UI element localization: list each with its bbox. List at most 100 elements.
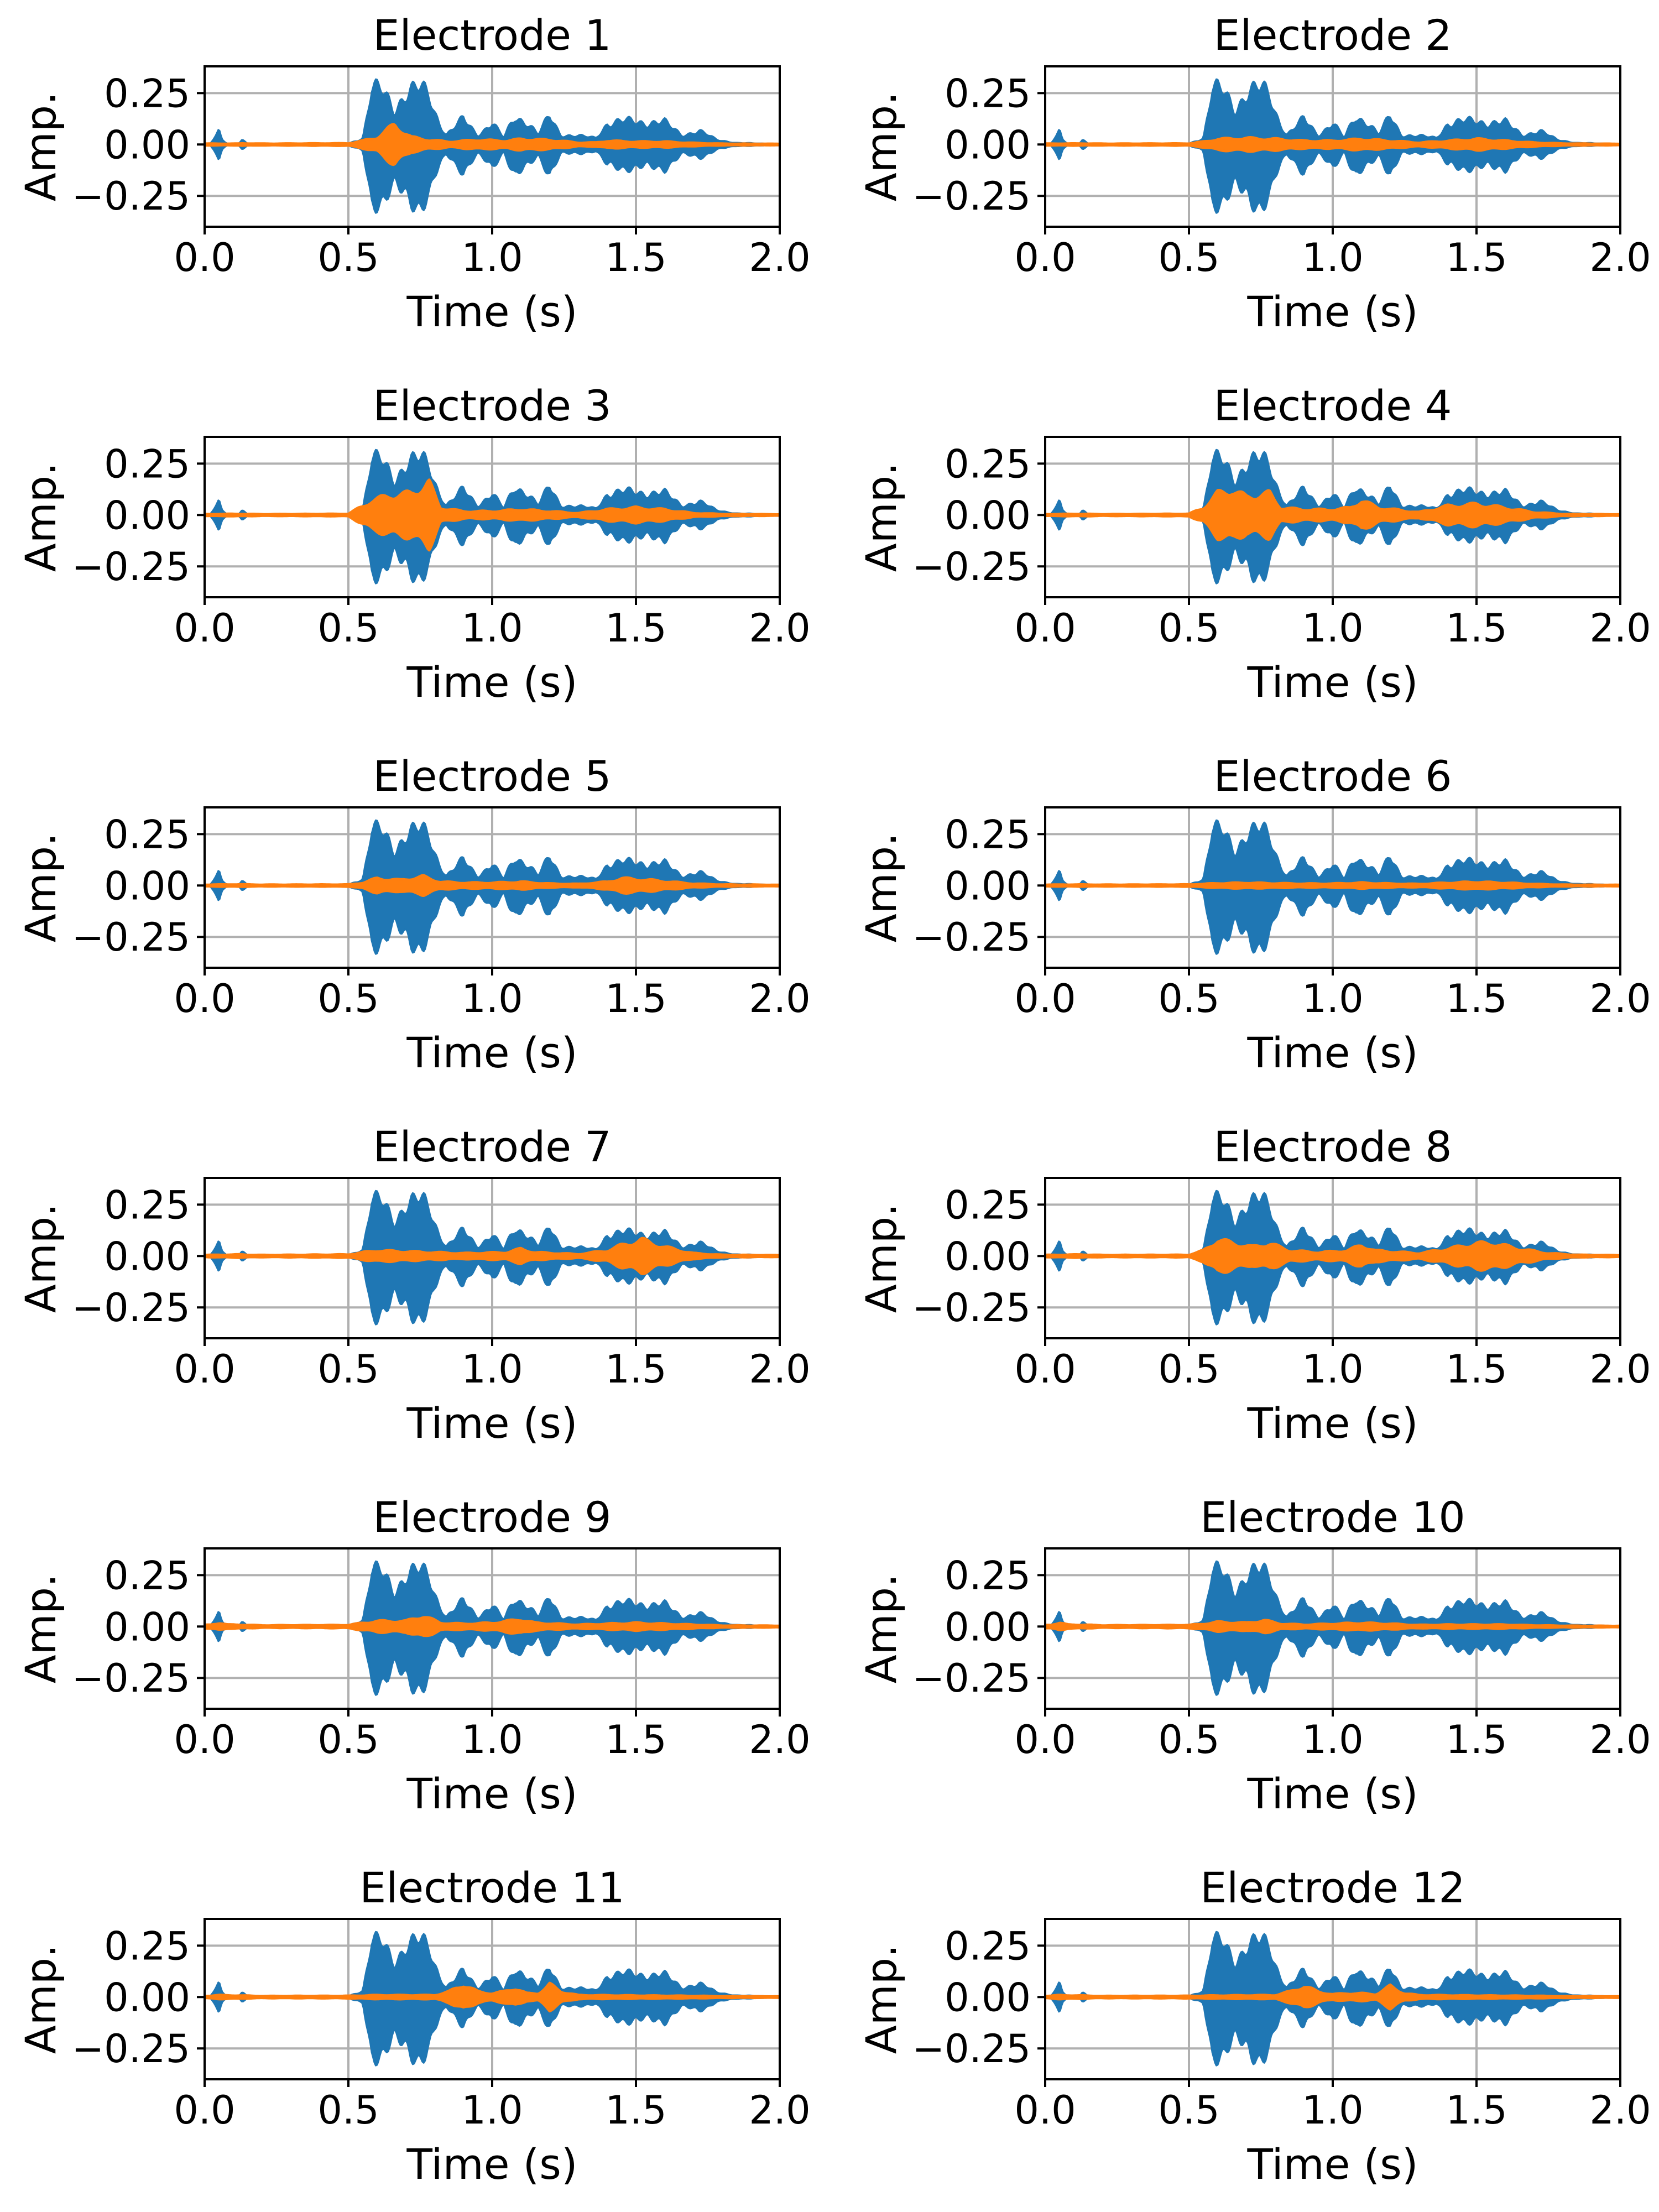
y-tick-label: 0.25 [104,441,190,487]
y-axis-label: Amp. [16,833,65,942]
x-tick-label: 1.0 [1302,1717,1363,1762]
x-tick-label: 0.0 [1014,235,1076,280]
subplot-title: Electrode 1 [373,11,611,60]
x-tick-label: 1.5 [605,976,666,1021]
x-tick-label: 1.0 [461,606,523,651]
x-tick-label: 2.0 [749,606,810,651]
y-tick-label: 0.25 [945,1923,1031,1969]
y-axis-label: Amp. [16,1944,65,2054]
y-axis-label: Amp. [857,92,906,201]
x-tick-label: 0.0 [1014,1347,1076,1392]
x-tick-label: 0.0 [174,235,235,280]
electrode-waveform [205,1237,780,1275]
x-tick-label: 0.5 [1158,1717,1219,1762]
x-tick-label: 1.5 [605,235,666,280]
subplot-6: 0.0 0.5 1.0 1.5 2.0 0.25 0.00 −0.25 Electrode 6 T… [857,752,1651,1077]
electrode-waveform [1045,880,1620,891]
y-tick-label: 0.00 [104,1975,190,2020]
x-tick-label: 0.0 [1014,2088,1076,2133]
y-axis-label: Amp. [16,1203,65,1313]
electrode-waveform [1045,1983,1620,2011]
y-tick-label: 0.25 [945,1553,1031,1598]
x-tick-label: 0.0 [1014,1717,1076,1762]
x-tick-label: 1.5 [1446,606,1507,651]
x-tick-label: 1.5 [1446,2088,1507,2133]
electrode-waveform [205,874,780,897]
y-tick-label: 0.25 [104,71,190,116]
y-tick-label: 0.25 [945,71,1031,116]
x-tick-label: 2.0 [1589,1717,1651,1762]
subplot-9: 0.0 0.5 1.0 1.5 2.0 0.25 0.00 −0.25 Electrode 9 T… [16,1493,811,1818]
x-tick-label: 1.5 [605,2088,666,2133]
x-tick-label: 0.5 [1158,606,1219,651]
y-axis-label: Amp. [16,1574,65,1683]
y-tick-label: 0.00 [945,122,1031,168]
x-tick-label: 2.0 [749,1717,810,1762]
x-tick-label: 1.5 [605,606,666,651]
x-tick-label: 2.0 [749,235,810,280]
y-tick-label: 0.00 [104,493,190,538]
x-tick-label: 2.0 [1589,606,1651,651]
subplot-title: Electrode 9 [373,1493,611,1542]
subplot-title: Electrode 12 [1200,1863,1465,1912]
electrode-waveform [1045,489,1620,541]
subplot-title: Electrode 3 [373,381,611,430]
plot-area [205,78,780,214]
x-tick-label: 1.0 [461,976,523,1021]
plot-area [1045,819,1620,955]
x-tick-label: 0.5 [1158,976,1219,1021]
subplot-12: 0.0 0.5 1.0 1.5 2.0 0.25 0.00 −0.25 Electrode 12… [857,1863,1651,2189]
x-tick-label: 0.5 [317,606,379,651]
x-tick-label: 2.0 [1589,976,1651,1021]
plot-area [205,819,780,955]
y-tick-label: −0.25 [912,544,1031,589]
subplot-1: 0.0 0.5 1.0 1.5 2.0 0.25 0.00 −0.25 Electrode 1 T… [16,11,811,336]
x-axis-label: Time (s) [1246,1028,1418,1077]
x-tick-label: 2.0 [1589,2088,1651,2133]
y-axis-label: Amp. [857,1203,906,1313]
y-tick-label: 0.25 [104,1553,190,1598]
y-tick-label: −0.25 [71,1285,190,1331]
x-axis-label: Time (s) [406,1399,577,1448]
x-tick-label: 1.5 [605,1717,666,1762]
electrode-waveform [205,1981,780,2013]
x-tick-label: 2.0 [1589,235,1651,280]
x-tick-label: 1.5 [605,1347,666,1392]
x-axis-label: Time (s) [1246,2140,1418,2189]
y-tick-label: 0.00 [945,1234,1031,1279]
subplot-title: Electrode 8 [1213,1122,1452,1171]
x-tick-label: 2.0 [1589,1347,1651,1392]
x-tick-label: 1.5 [1446,976,1507,1021]
y-axis-label: Amp. [857,1944,906,2054]
electrode-waveform [205,123,780,166]
x-tick-label: 0.5 [1158,2088,1219,2133]
y-tick-label: 0.00 [104,1604,190,1650]
y-tick-label: −0.25 [912,2026,1031,2072]
y-tick-label: −0.25 [912,1656,1031,1701]
y-axis-label: Amp. [857,462,906,572]
y-tick-label: −0.25 [71,1656,190,1701]
subplot-8: 0.0 0.5 1.0 1.5 2.0 0.25 0.00 −0.25 Electrode 8 T… [857,1122,1651,1448]
x-tick-label: 1.0 [461,2088,523,2133]
x-tick-label: 2.0 [749,976,810,1021]
x-tick-label: 0.0 [174,2088,235,2133]
x-tick-label: 1.0 [1302,976,1363,1021]
y-tick-label: 0.25 [104,812,190,857]
x-axis-label: Time (s) [1246,1769,1418,1818]
plot-area [205,448,780,585]
x-tick-label: 0.0 [1014,976,1076,1021]
y-tick-label: 0.25 [945,441,1031,487]
x-axis-label: Time (s) [406,1028,577,1077]
y-tick-label: −0.25 [71,915,190,960]
x-axis-label: Time (s) [1246,287,1418,336]
x-tick-label: 0.0 [174,976,235,1021]
plot-area [1045,1931,1620,2067]
x-tick-label: 1.0 [1302,1347,1363,1392]
subplot-title: Electrode 7 [373,1122,611,1171]
y-axis-label: Amp. [857,1574,906,1683]
x-axis-label: Time (s) [406,658,577,707]
electrode-waveform [205,478,780,552]
y-tick-label: 0.25 [945,812,1031,857]
electrode-waveform [1045,1619,1620,1635]
y-tick-label: 0.00 [945,1604,1031,1650]
